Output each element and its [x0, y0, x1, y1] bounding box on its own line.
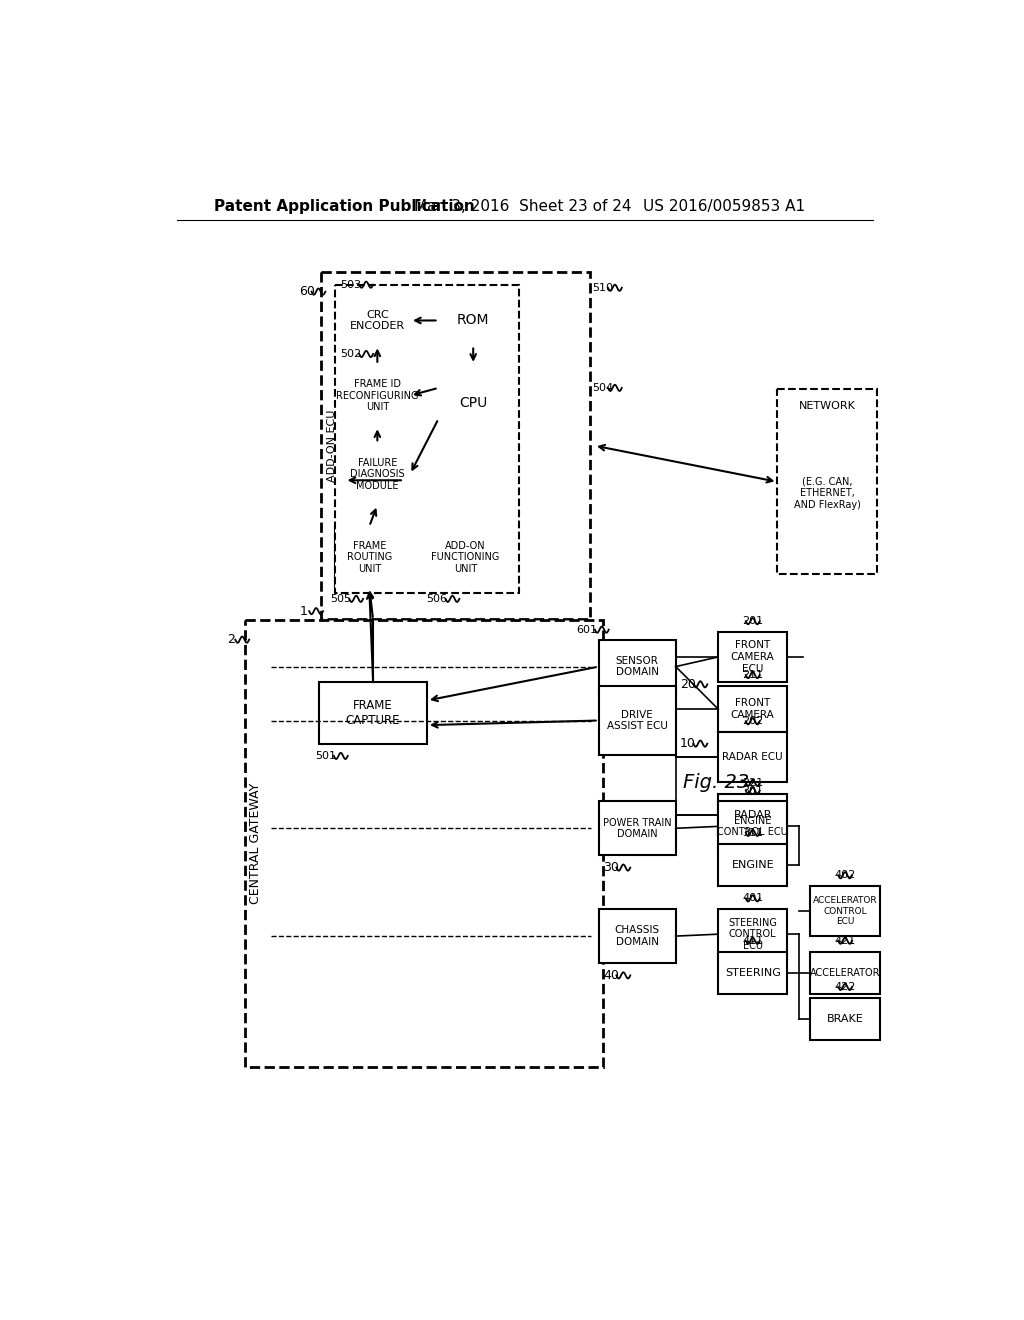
Bar	[718, 909, 787, 960]
Text: 422: 422	[835, 982, 856, 991]
Text: 2: 2	[226, 634, 234, 647]
Text: ROM: ROM	[457, 313, 489, 327]
Bar	[599, 686, 676, 755]
Text: CHASSIS
DOMAIN: CHASSIS DOMAIN	[614, 925, 659, 946]
Text: (E.G. CAN,
ETHERNET,
AND FlexRay): (E.G. CAN, ETHERNET, AND FlexRay)	[794, 477, 861, 510]
Bar	[431, 527, 500, 589]
Text: FRAME
CAPTURE: FRAME CAPTURE	[346, 698, 400, 727]
Text: 505: 505	[331, 594, 351, 603]
Text: 60: 60	[299, 285, 314, 298]
Text: CPU: CPU	[459, 396, 487, 411]
Bar	[438, 296, 508, 346]
Text: 411: 411	[742, 936, 763, 945]
Bar	[438, 364, 508, 442]
Text: FAILURE
DIAGNOSIS
MODULE: FAILURE DIAGNOSIS MODULE	[350, 458, 404, 491]
Text: 301: 301	[742, 785, 763, 796]
Text: 30: 30	[603, 861, 618, 874]
Text: SENSOR
DOMAIN: SENSOR DOMAIN	[615, 656, 658, 677]
Text: US 2016/0059853 A1: US 2016/0059853 A1	[643, 198, 805, 214]
Text: STEERING: STEERING	[725, 968, 780, 978]
Bar	[319, 682, 427, 743]
Text: DRIVE
ASSIST ECU: DRIVE ASSIST ECU	[607, 710, 668, 731]
Text: CRC
ENCODER: CRC ENCODER	[350, 310, 404, 331]
Text: FRONT
CAMERA: FRONT CAMERA	[731, 698, 774, 719]
Text: 601: 601	[575, 624, 597, 635]
Text: 501: 501	[314, 751, 336, 760]
Text: POWER TRAIN
DOMAIN: POWER TRAIN DOMAIN	[603, 817, 672, 840]
Text: 202: 202	[742, 717, 763, 726]
Text: ACCELERATOR
CONTROL
ECU: ACCELERATOR CONTROL ECU	[813, 896, 878, 925]
Bar	[599, 801, 676, 855]
Bar	[718, 801, 787, 851]
Text: 40: 40	[603, 969, 618, 982]
Text: RADAR ECU: RADAR ECU	[722, 752, 783, 762]
Text: Mar. 3, 2016  Sheet 23 of 24: Mar. 3, 2016 Sheet 23 of 24	[414, 198, 632, 214]
Text: 503: 503	[340, 280, 361, 289]
Text: FRONT
CAMERA
ECU: FRONT CAMERA ECU	[731, 640, 774, 673]
Bar	[810, 998, 880, 1040]
Bar	[718, 632, 787, 682]
Bar	[335, 527, 403, 589]
Text: FRAME
ROUTING
UNIT: FRAME ROUTING UNIT	[347, 541, 392, 574]
Bar	[718, 843, 787, 886]
Bar	[718, 733, 787, 781]
Text: 401: 401	[742, 894, 763, 903]
Bar	[345, 296, 410, 346]
Bar	[245, 620, 602, 1067]
Bar	[810, 952, 880, 994]
Text: ENGINE: ENGINE	[731, 859, 774, 870]
Text: 510: 510	[592, 282, 613, 293]
Text: 502: 502	[340, 348, 361, 359]
Text: 20: 20	[680, 677, 696, 690]
Bar	[777, 389, 878, 574]
Text: BRAKE: BRAKE	[826, 1014, 863, 1024]
Text: 311: 311	[742, 828, 763, 838]
Text: 1: 1	[300, 605, 308, 618]
Bar	[599, 909, 676, 964]
Text: 421: 421	[835, 936, 856, 945]
Bar	[335, 285, 519, 594]
Text: Patent Application Publication: Patent Application Publication	[214, 198, 474, 214]
Bar	[345, 364, 410, 426]
Bar	[718, 793, 787, 836]
Bar	[321, 272, 590, 619]
Text: NETWORK: NETWORK	[799, 401, 856, 412]
Text: 10: 10	[680, 737, 696, 750]
Text: 402: 402	[835, 870, 856, 880]
Text: STEERING
CONTROL
ECU: STEERING CONTROL ECU	[728, 917, 777, 950]
Text: ENGINE
CONTROL ECU: ENGINE CONTROL ECU	[718, 816, 788, 837]
Bar	[810, 886, 880, 936]
Bar	[599, 640, 676, 693]
Text: RADAR: RADAR	[733, 810, 772, 820]
Bar	[345, 444, 410, 506]
Text: 504: 504	[592, 383, 613, 393]
Bar	[718, 686, 787, 733]
Text: ADD-ON
FUNCTIONING
UNIT: ADD-ON FUNCTIONING UNIT	[431, 541, 500, 574]
Text: 506: 506	[427, 594, 447, 603]
Text: 201: 201	[742, 616, 763, 626]
Text: CENTRAL GATEWAY: CENTRAL GATEWAY	[249, 783, 262, 904]
Bar	[718, 952, 787, 994]
Text: Fig. 23: Fig. 23	[683, 772, 749, 792]
Text: 211: 211	[742, 671, 763, 680]
Text: ACCELERATOR: ACCELERATOR	[810, 968, 881, 978]
Text: ADD-ON ECU: ADD-ON ECU	[327, 409, 337, 482]
Text: FRAME ID
RECONFIGURING
UNIT: FRAME ID RECONFIGURING UNIT	[336, 379, 419, 412]
Text: 221: 221	[742, 777, 763, 788]
